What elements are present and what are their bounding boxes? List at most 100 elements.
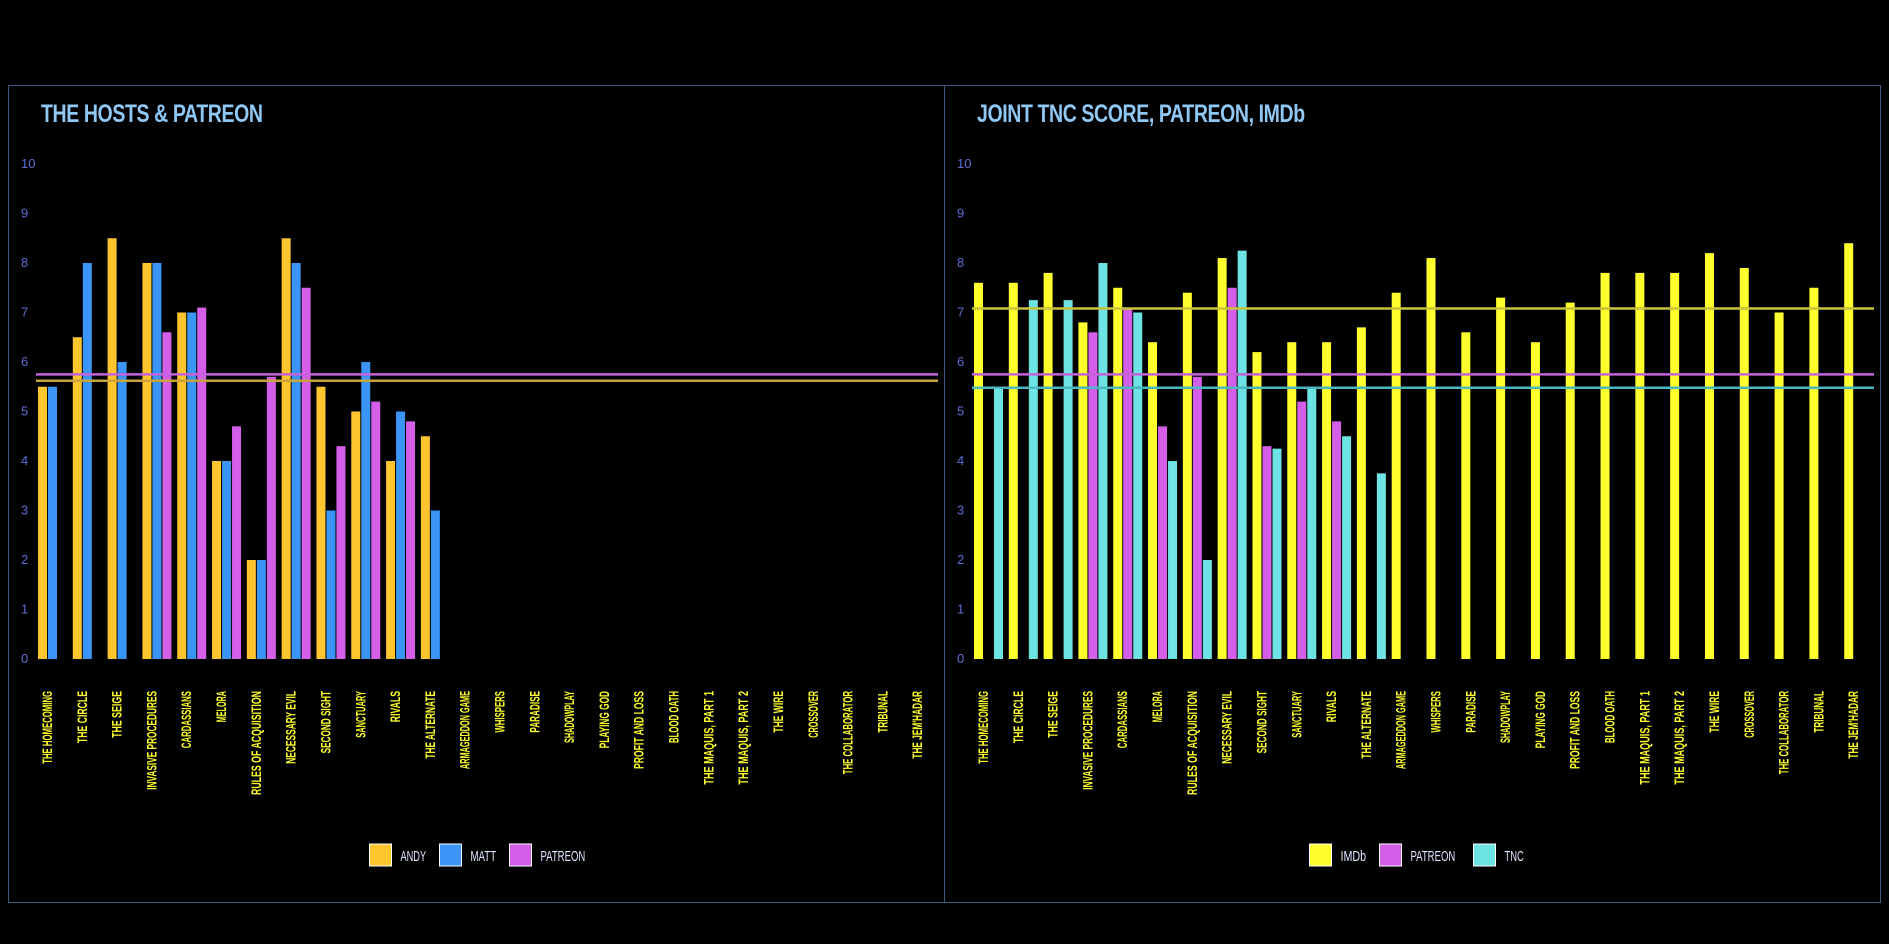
y-tick-label: 8 [21, 255, 28, 270]
bar-imdb-the-alternate [1356, 327, 1366, 659]
bar-imdb-armageddon-game [1391, 292, 1401, 659]
x-tick-label: PROFIT AND LOSS [631, 691, 647, 769]
x-tick-label: CROSSOVER [805, 691, 821, 738]
y-tick-label: 0 [21, 651, 28, 666]
y-tick-label: 4 [21, 453, 28, 468]
bar-imdb-tribunal [1809, 287, 1819, 659]
legend-label-patreon: PATREON [1411, 848, 1456, 865]
x-tick-label: THE JEM'HADAR [1845, 691, 1861, 759]
bar-andy-sanctuary [351, 411, 361, 659]
bar-patreon-rivals [406, 421, 416, 659]
bar-tnc-necessary-evil [1237, 250, 1247, 659]
bar-patreon-melora [232, 426, 242, 659]
y-tick-label: 5 [957, 404, 964, 419]
bar-imdb-cardassians [1113, 287, 1123, 659]
bar-andy-the-homecoming [38, 386, 47, 659]
joint-score-panel: JOINT TNC SCORE, PATREON, IMDb 0 1 2 3 4 5 6 7 8… [944, 85, 1881, 903]
x-tick-label: THE JEM'HADAR [909, 691, 925, 759]
bar-imdb-crossover [1739, 267, 1749, 659]
x-tick-label: RIVALS [387, 691, 403, 722]
hosts-patreon-chart: 0 1 2 3 4 5 6 7 8 9 10 THE HOMECOMING THE CIRCLE THE … [21, 156, 938, 867]
bar-patreon-invasive-procedures [162, 332, 172, 659]
y-tick-label: 9 [21, 206, 28, 221]
y-tick-label: 0 [957, 651, 964, 666]
bar-andy-the-seige [107, 238, 117, 659]
bar-imdb-sanctuary [1287, 342, 1297, 659]
legend-label-tnc: TNC [1505, 848, 1524, 865]
bar-andy-the-circle [72, 337, 82, 659]
bar-imdb-the-maquis-part-2 [1670, 272, 1680, 659]
bar-matt-the-seige [117, 362, 127, 659]
x-tick-label: ARMAGEDDON GAME [1393, 691, 1409, 769]
x-tick-label: TRIBUNAL [1810, 691, 1826, 733]
x-tick-label: SHADOWPLAY [561, 691, 577, 743]
bar-matt-invasive-procedures [152, 263, 162, 659]
bar-imdb-the-wire [1704, 253, 1714, 659]
y-tick-label: 3 [21, 503, 28, 518]
y-tick-label: 6 [957, 354, 964, 369]
bar-matt-the-homecoming [48, 386, 57, 659]
bar-matt-rules-of-acquisition [256, 560, 266, 659]
x-tick-label: THE HOMECOMING [975, 691, 991, 764]
bar-patreon-melora [1158, 426, 1168, 659]
bar-imdb-necessary-evil [1217, 258, 1227, 659]
x-tick-label: WHISPERS [492, 691, 508, 733]
bar-matt-the-circle [82, 263, 92, 659]
x-tick-label: THE WIRE [770, 691, 786, 733]
legend-label-imdb: IMDb [1341, 848, 1367, 865]
legend-swatch-matt [439, 843, 462, 867]
legend-swatch-patreon [1379, 843, 1402, 867]
bar-patreon-necessary-evil [1227, 287, 1237, 659]
x-tick-label: MELORA [1149, 691, 1165, 722]
y-tick-label: 7 [957, 305, 964, 320]
y-tick-label: 1 [957, 602, 964, 617]
bar-imdb-whispers [1426, 258, 1436, 659]
bar-tnc-rules-of-acquisition [1202, 560, 1212, 659]
bar-tnc-second-sight [1272, 448, 1282, 659]
x-tick-label: SECOND SIGHT [317, 691, 333, 754]
x-tick-label: PARADISE [526, 691, 542, 733]
legend-swatch-tnc [1473, 843, 1496, 867]
x-tick-label: WHISPERS [1428, 691, 1444, 733]
bar-patreon-sanctuary [371, 401, 381, 659]
x-tick-label: THE WIRE [1706, 691, 1722, 733]
y-tick-label: 7 [21, 305, 28, 320]
bar-matt-second-sight [326, 510, 336, 659]
x-tick-label: PARADISE [1462, 691, 1478, 733]
bar-patreon-sanctuary [1297, 401, 1307, 659]
bar-andy-second-sight [316, 386, 326, 659]
x-tick-label: THE SEIGE [109, 691, 125, 738]
bar-tnc-melora [1168, 461, 1178, 659]
x-tick-label: TRIBUNAL [874, 691, 890, 733]
legend-swatch-andy [369, 843, 392, 867]
bar-tnc-rivals [1342, 436, 1352, 659]
x-tick-label: RULES OF ACQUISITION [248, 691, 264, 795]
bar-patreon-rules-of-acquisition [1192, 376, 1202, 659]
x-tick-label: SECOND SIGHT [1253, 691, 1269, 754]
x-tick-label: THE MAQUIS, PART 1 [700, 691, 716, 785]
bar-matt-cardassians [187, 312, 197, 659]
x-tick-label: SHADOWPLAY [1497, 691, 1513, 743]
bar-tnc-sanctuary [1307, 386, 1317, 659]
bar-imdb-shadowplay [1496, 297, 1506, 659]
y-tick-label: 2 [957, 552, 964, 567]
bar-patreon-invasive-procedures [1088, 332, 1098, 659]
legend-label-matt: MATT [471, 848, 497, 865]
x-tick-label: PLAYING GOD [596, 691, 612, 748]
y-tick-label: 10 [957, 156, 971, 171]
legend-swatch-patreon [509, 843, 532, 867]
legend-label-andy: ANDY [401, 848, 427, 865]
y-tick-label: 10 [21, 156, 35, 171]
bar-andy-necessary-evil [281, 238, 291, 659]
bar-imdb-profit-and-loss [1565, 302, 1575, 659]
x-tick-label: THE SEIGE [1045, 691, 1061, 738]
bar-matt-sanctuary [361, 362, 371, 659]
x-tick-label: SANCTUARY [352, 691, 368, 738]
bar-patreon-second-sight [1262, 446, 1272, 659]
bar-matt-melora [222, 461, 232, 659]
bars [974, 243, 1854, 659]
y-tick-label: 5 [21, 404, 28, 419]
bar-tnc-the-circle [1028, 300, 1038, 659]
x-tick-label: THE CIRCLE [1010, 691, 1026, 743]
bar-matt-rivals [396, 411, 406, 659]
